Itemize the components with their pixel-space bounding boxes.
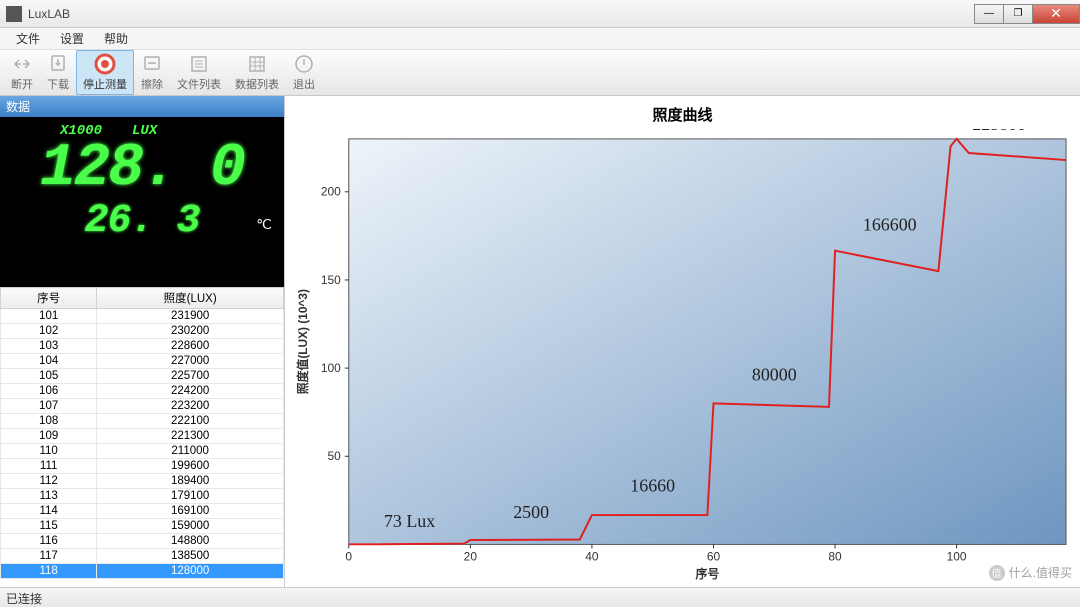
table-row[interactable]: 103228600 xyxy=(1,339,284,354)
svg-text:序号: 序号 xyxy=(695,567,719,581)
status-text: 已连接 xyxy=(6,592,42,606)
maximize-button[interactable]: ❐ xyxy=(1003,4,1033,24)
lcd-temp-value: 26. 3 xyxy=(10,199,274,244)
close-button[interactable]: ✕ xyxy=(1032,4,1080,24)
main-area: 数据 X1000 LUX 128. 0 26. 3 ℃ 序号照度(LUX) 10… xyxy=(0,96,1080,587)
data-table-wrap[interactable]: 序号照度(LUX) 101231900102230200103228600104… xyxy=(0,287,284,587)
svg-text:0: 0 xyxy=(345,549,352,563)
watermark: 值 什么.值得买 xyxy=(989,564,1072,581)
table-row[interactable]: 108222100 xyxy=(1,414,284,429)
watermark-icon: 值 xyxy=(989,565,1005,581)
toolbar-disconnect-button[interactable]: 断开 xyxy=(4,50,40,95)
table-row[interactable]: 102230200 xyxy=(1,324,284,339)
chart-svg: 50 100 150 200 0 20 40 60 80 100 序号 照度值(LUX) (10^3)… xyxy=(289,129,1076,584)
download-icon xyxy=(47,53,69,75)
svg-text:150: 150 xyxy=(321,273,341,287)
svg-text:60: 60 xyxy=(707,549,721,563)
svg-text:166600: 166600 xyxy=(863,215,917,235)
lcd-main-value: 128. 0 xyxy=(10,139,274,199)
exit-icon xyxy=(293,53,315,75)
status-bar: 已连接 xyxy=(0,587,1080,607)
svg-text:50: 50 xyxy=(328,449,342,463)
svg-text:100: 100 xyxy=(321,361,341,375)
table-row[interactable]: 114169100 xyxy=(1,504,284,519)
app-icon xyxy=(6,6,22,22)
window-title: LuxLAB xyxy=(28,7,975,21)
table-row[interactable]: 104227000 xyxy=(1,354,284,369)
toolbar-exit-button[interactable]: 退出 xyxy=(286,50,322,95)
watermark-text: 什么.值得买 xyxy=(1009,564,1072,581)
toolbar-filelist-button[interactable]: 文件列表 xyxy=(170,50,228,95)
toolbar-erase-button[interactable]: 擦除 xyxy=(134,50,170,95)
table-row[interactable]: 112189400 xyxy=(1,474,284,489)
table-row[interactable]: 117138500 xyxy=(1,549,284,564)
datalist-icon xyxy=(246,53,268,75)
menu-item-0[interactable]: 文件 xyxy=(6,28,50,49)
svg-text:40: 40 xyxy=(585,549,599,563)
svg-text:73 Lux: 73 Lux xyxy=(384,511,435,531)
erase-icon xyxy=(141,53,163,75)
lcd-temp-unit: ℃ xyxy=(256,217,272,234)
table-row[interactable]: 115159000 xyxy=(1,519,284,534)
svg-text:200: 200 xyxy=(321,185,341,199)
data-table[interactable]: 序号照度(LUX) 101231900102230200103228600104… xyxy=(0,287,284,579)
table-row[interactable]: 106224200 xyxy=(1,384,284,399)
svg-text:225800: 225800 xyxy=(972,129,1026,134)
svg-text:2500: 2500 xyxy=(513,502,549,522)
window-controls: — ❐ ✕ xyxy=(975,4,1080,24)
table-row[interactable]: 110211000 xyxy=(1,444,284,459)
toolbar-stop-button[interactable]: 停止测量 xyxy=(76,50,134,95)
column-header[interactable]: 序号 xyxy=(1,288,97,309)
svg-text:20: 20 xyxy=(464,549,478,563)
table-row[interactable]: 111199600 xyxy=(1,459,284,474)
menubar: 文件设置帮助 xyxy=(0,28,1080,50)
table-row[interactable]: 116148800 xyxy=(1,534,284,549)
toolbar-datalist-button[interactable]: 数据列表 xyxy=(228,50,286,95)
filelist-icon xyxy=(188,53,210,75)
menu-item-2[interactable]: 帮助 xyxy=(94,28,138,49)
svg-text:16660: 16660 xyxy=(630,476,675,496)
chart-title: 照度曲线 xyxy=(289,100,1076,129)
table-row[interactable]: 118128000 xyxy=(1,564,284,579)
svg-text:80: 80 xyxy=(828,549,842,563)
svg-text:80000: 80000 xyxy=(752,365,797,385)
svg-text:100: 100 xyxy=(947,549,967,563)
menu-item-1[interactable]: 设置 xyxy=(50,28,94,49)
table-row[interactable]: 109221300 xyxy=(1,429,284,444)
svg-text:照度值(LUX) (10^3): 照度值(LUX) (10^3) xyxy=(296,289,310,394)
table-row[interactable]: 105225700 xyxy=(1,369,284,384)
left-panel: 数据 X1000 LUX 128. 0 26. 3 ℃ 序号照度(LUX) 10… xyxy=(0,96,285,587)
table-row[interactable]: 101231900 xyxy=(1,309,284,324)
minimize-button[interactable]: — xyxy=(974,4,1004,24)
table-row[interactable]: 107223200 xyxy=(1,399,284,414)
column-header[interactable]: 照度(LUX) xyxy=(97,288,284,309)
table-row[interactable]: 113179100 xyxy=(1,489,284,504)
stop-icon xyxy=(94,53,116,75)
toolbar: 断开下载停止测量擦除文件列表数据列表退出 xyxy=(0,50,1080,96)
titlebar: LuxLAB — ❐ ✕ xyxy=(0,0,1080,28)
panel-header: 数据 xyxy=(0,96,284,117)
chart-panel: 照度曲线 50 100 150 200 0 20 40 60 80 100 序号 照度值(LUX) (… xyxy=(285,96,1080,587)
lcd-display: X1000 LUX 128. 0 26. 3 ℃ xyxy=(0,117,284,287)
disconnect-icon xyxy=(11,53,33,75)
toolbar-download-button[interactable]: 下载 xyxy=(40,50,76,95)
